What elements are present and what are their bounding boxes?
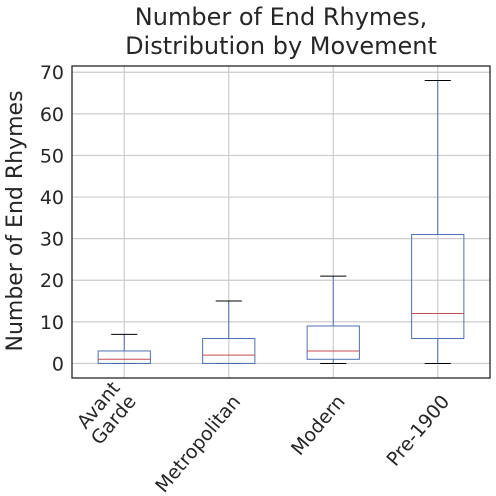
y-tick-label-40: 40 (40, 187, 64, 209)
iqr-box (306, 325, 360, 360)
y-tick-label-0: 0 (52, 353, 64, 375)
box-layer (97, 80, 465, 364)
x-tick-label-group: Pre-1900 (382, 391, 454, 471)
iqr-box (202, 337, 256, 364)
y-tick-label-60: 60 (40, 104, 64, 126)
plot-frame (71, 65, 491, 379)
x-tick-label: Metropolitan (151, 391, 245, 496)
y-tick-label-10: 10 (40, 312, 64, 334)
x-tick-label-group: Modern (287, 391, 350, 460)
x-tick-label: Pre-1900 (382, 391, 454, 471)
iqr-box (411, 233, 465, 339)
y-tick-label-20: 20 (40, 270, 64, 292)
y-tick-label-50: 50 (40, 145, 64, 167)
x-tick-label: Modern (287, 391, 350, 460)
chart-title-line-1: Number of End Rhymes, (135, 3, 427, 31)
grid-layer (72, 66, 490, 378)
y-tick-label-70: 70 (40, 62, 64, 84)
iqr-box (97, 350, 151, 364)
x-tick-label-group: Metropolitan (151, 391, 245, 496)
chart-title-line-2: Distribution by Movement (125, 32, 437, 60)
y-axis-label: Number of End Rhymes (3, 90, 28, 351)
y-tick-label-30: 30 (40, 229, 64, 251)
